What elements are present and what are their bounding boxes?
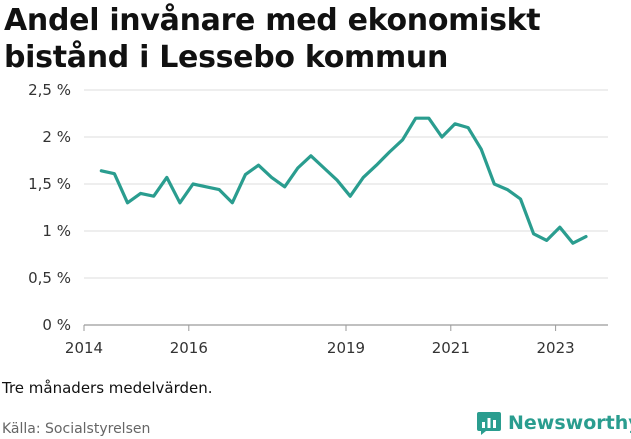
x-tick-label: 2019 xyxy=(327,339,365,357)
x-tick-label: 2014 xyxy=(65,339,103,357)
x-tick-label: 2021 xyxy=(432,339,470,357)
x-axis-ticks: 2014 2016 2019 2021 2023 xyxy=(65,325,575,357)
brand-logo: Newsworthy xyxy=(476,410,631,436)
line-chart: 0 % 0,5 % 1 % 1,5 % 2 % 2,5 % 2014 2016 2019 202… xyxy=(28,81,608,357)
y-tick-label: 1 % xyxy=(42,222,71,240)
source-note: Källa: Socialstyrelsen xyxy=(2,421,151,437)
series-line xyxy=(99,116,588,245)
brand-name: Newsworthy xyxy=(508,412,631,434)
bar-chart-logo-icon xyxy=(477,412,501,435)
y-tick-label: 2,5 % xyxy=(28,81,71,99)
y-tick-label: 2 % xyxy=(42,128,71,146)
x-tick-label: 2023 xyxy=(537,339,575,357)
grid-lines xyxy=(84,89,608,326)
y-tick-label: 1,5 % xyxy=(28,175,71,193)
footnote: Tre månaders medelvärden. xyxy=(2,379,213,397)
y-tick-label: 0 % xyxy=(42,316,71,334)
x-tick-label: 2016 xyxy=(170,339,208,357)
y-tick-label: 0,5 % xyxy=(28,269,71,287)
chart-title: Andel invånare med ekonomiskt bistånd i … xyxy=(4,3,541,75)
y-axis-tick-labels: 0 % 0,5 % 1 % 1,5 % 2 % 2,5 % xyxy=(28,81,71,334)
